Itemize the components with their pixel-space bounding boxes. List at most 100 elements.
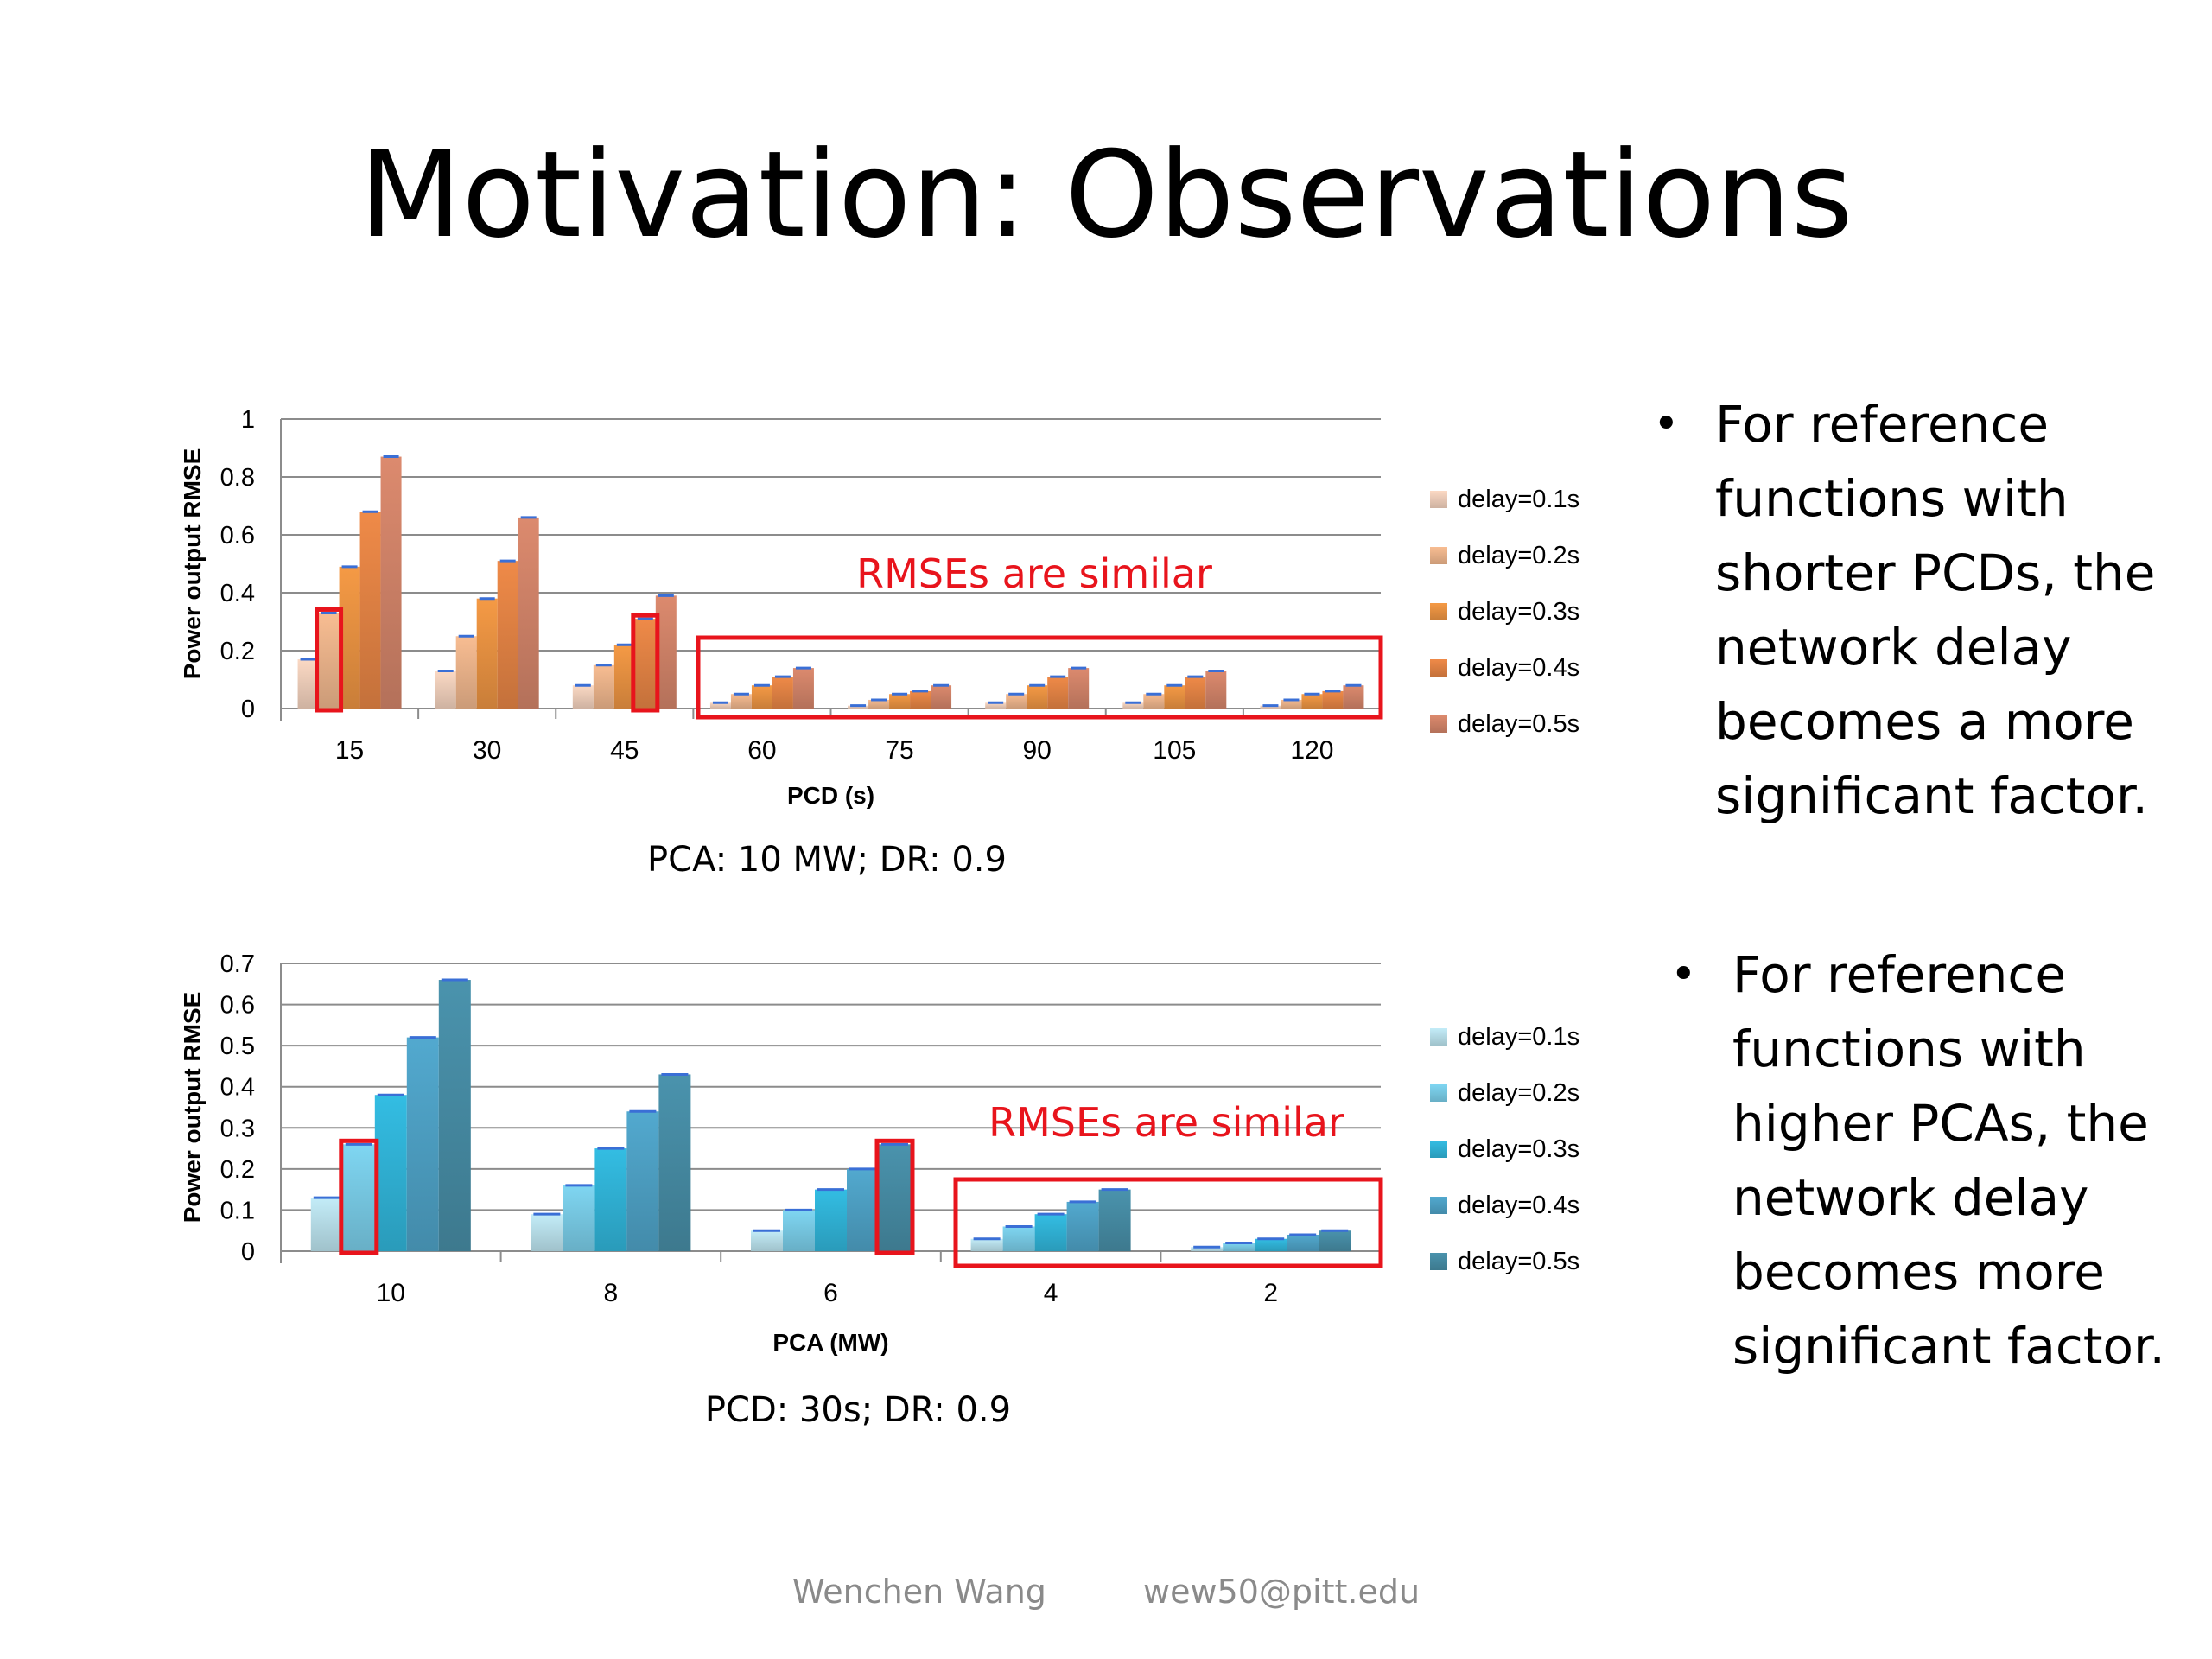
bar <box>1319 1230 1351 1251</box>
chart-caption: PCA: 10 MW; DR: 0.9 <box>647 840 1007 880</box>
x-tick-label: 75 <box>885 736 913 765</box>
footer-email: wew50@pitt.edu <box>1143 1573 1421 1611</box>
x-tick-label: 15 <box>335 736 364 765</box>
x-tick-label: 120 <box>1290 736 1333 765</box>
bar <box>815 1189 847 1251</box>
bar <box>318 613 340 709</box>
y-tick-label: 0.2 <box>220 1156 255 1184</box>
highlight-box <box>315 607 344 713</box>
bar <box>563 1185 595 1251</box>
bar <box>792 668 814 709</box>
x-tick-label: 6 <box>823 1279 838 1307</box>
bar <box>531 1214 563 1251</box>
y-tick-label: 0.4 <box>220 1074 255 1102</box>
bar <box>985 702 1007 709</box>
legend-swatch <box>1430 1197 1447 1214</box>
bar <box>435 671 456 709</box>
bar <box>476 598 498 709</box>
bullet-dot-icon: • <box>1670 949 1697 1001</box>
bar <box>455 636 477 709</box>
bar <box>1047 677 1069 709</box>
bar <box>1191 1247 1224 1251</box>
bar <box>868 699 890 709</box>
similar-group-box <box>953 1177 1383 1268</box>
bar <box>1343 685 1364 709</box>
legend-swatch <box>1430 491 1447 508</box>
legend-swatch <box>1430 547 1447 564</box>
highlight-box <box>339 1138 379 1255</box>
bar <box>380 456 402 709</box>
y-tick-label: 1 <box>241 406 255 434</box>
highlight-box <box>631 613 660 713</box>
bar <box>709 702 731 709</box>
bar <box>1066 1201 1099 1251</box>
y-tick-label: 0.6 <box>220 992 255 1020</box>
legend-label: delay=0.5s <box>1458 1248 1580 1275</box>
bar <box>359 512 381 709</box>
legend-swatch <box>1430 603 1447 620</box>
x-axis-title: PCA (MW) <box>772 1329 888 1356</box>
bullet-higher-pca: • For reference functions with higher PC… <box>1670 938 2199 1383</box>
bar <box>879 1144 911 1251</box>
x-tick-label: 60 <box>747 736 776 765</box>
bar <box>751 685 772 709</box>
bar <box>847 1168 879 1251</box>
legend-label: delay=0.4s <box>1458 654 1580 682</box>
bar <box>626 1111 659 1251</box>
bar <box>438 980 471 1251</box>
legend-swatch <box>1430 1084 1447 1102</box>
bullet-text: For reference functions with higher PCAs… <box>1732 945 2165 1376</box>
bar <box>572 685 594 709</box>
bar <box>1287 1234 1319 1251</box>
x-tick-label: 105 <box>1153 736 1196 765</box>
legend-label: delay=0.2s <box>1458 1079 1580 1107</box>
chart-caption: PCD: 30s; DR: 0.9 <box>705 1390 1011 1430</box>
bar <box>406 1037 439 1251</box>
legend-swatch <box>1430 1253 1447 1270</box>
bar <box>1068 668 1090 709</box>
legend-label: delay=0.1s <box>1458 486 1580 513</box>
legend-label: delay=0.3s <box>1458 1135 1580 1163</box>
bar <box>1143 694 1165 709</box>
legend-label: delay=0.3s <box>1458 598 1580 626</box>
legend-label: delay=0.1s <box>1458 1023 1580 1051</box>
bar <box>374 1095 407 1251</box>
bar <box>593 664 614 709</box>
x-tick-label: 2 <box>1263 1279 1278 1307</box>
y-tick-label: 0.1 <box>220 1197 255 1224</box>
bar <box>1301 694 1323 709</box>
bar <box>730 694 752 709</box>
similar-group-box <box>696 635 1383 720</box>
bar <box>497 561 518 709</box>
highlight-box <box>874 1138 915 1255</box>
bar <box>970 1238 1003 1251</box>
bar <box>772 677 793 709</box>
y-tick-label: 0 <box>241 1238 255 1266</box>
x-tick-label: 10 <box>377 1279 405 1307</box>
bar <box>1223 1243 1255 1251</box>
chart-pcd-rmse: 0 0.2 0.4 0.6 0.8 1 15 30 45 60 75 90 105 120 RMSEs ar… <box>179 406 1580 880</box>
bar <box>342 1144 375 1251</box>
y-tick-label: 0.6 <box>220 522 255 550</box>
bar <box>518 517 539 709</box>
bar <box>1027 685 1048 709</box>
bullet-shorter-pcd: • For reference functions with shorter P… <box>1653 387 2199 833</box>
x-tick-label: 90 <box>1023 736 1052 765</box>
bar <box>310 1198 343 1251</box>
y-axis-title: Power output RMSE <box>179 992 206 1224</box>
bar <box>658 1074 691 1251</box>
legend-swatch <box>1430 659 1447 677</box>
legend-label: delay=0.4s <box>1458 1192 1580 1219</box>
bar <box>931 685 952 709</box>
y-tick-label: 0.5 <box>220 1033 255 1060</box>
legend-label: delay=0.5s <box>1458 710 1580 738</box>
bar <box>1255 1238 1287 1251</box>
bar <box>1164 685 1185 709</box>
bullet-text: For reference functions with shorter PCD… <box>1715 395 2156 825</box>
x-axis-title: PCD (s) <box>787 782 874 809</box>
annotation-label: RMSEs are similar <box>856 550 1212 597</box>
x-tick-label: 4 <box>1044 1279 1058 1307</box>
legend-swatch <box>1430 1028 1447 1046</box>
y-tick-label: 0.7 <box>220 950 255 978</box>
bar <box>594 1148 627 1251</box>
